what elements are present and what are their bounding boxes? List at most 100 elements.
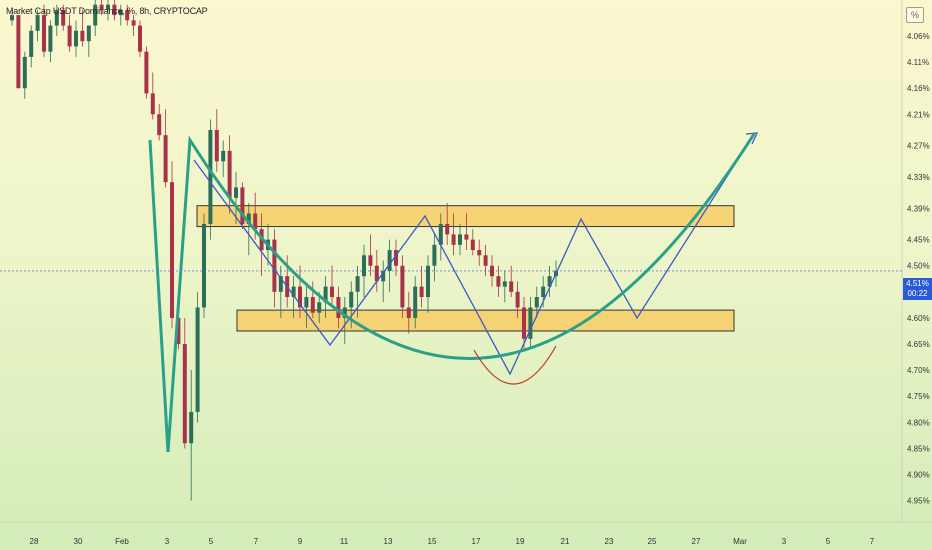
candle-body [374,265,379,282]
candle-body [22,56,27,89]
candle-body [125,9,130,21]
y-tick-label: 4.27% [907,142,930,151]
candle-body [490,265,494,277]
arrow-icon [745,132,759,145]
candle-body [522,307,526,339]
candle-body [419,286,424,298]
candle-body [150,93,155,115]
candle [157,103,162,141]
candle [163,109,168,188]
candle [528,297,533,350]
candle-body [291,286,296,298]
candle-body [342,307,347,318]
candle [362,244,366,298]
candle-body [118,9,123,16]
settings-button[interactable]: % [906,7,924,23]
candle-body [509,281,514,292]
candle [16,15,21,89]
candle-body [336,297,341,318]
x-tick-label: 28 [30,537,39,546]
candle [323,276,328,318]
candle [381,260,386,303]
candle-body [477,250,482,256]
candle [426,255,430,313]
candle [534,286,539,318]
candle-body [528,307,533,339]
candle-body [323,286,328,303]
candle-body [42,15,46,52]
candle-body [298,286,302,308]
candle [464,213,469,251]
candle [413,276,418,329]
candle [150,72,155,120]
candle [208,119,213,240]
candle [298,265,302,318]
y-tick-label: 4.45% [907,236,930,245]
candle-body [99,4,104,10]
candle-body [189,411,194,444]
candle [477,239,482,266]
candle-body [74,30,78,47]
candle-body [170,182,174,318]
candle [74,20,78,57]
candle-body [253,213,258,230]
current-price-label: 4.51% 00:22 [903,278,932,300]
candle [144,46,149,99]
candle-body [112,4,117,16]
y-tick-label: 4.90% [907,471,930,480]
y-tick-label: 4.70% [907,366,930,375]
candle-body [29,30,34,57]
y-tick-label: 4.39% [907,204,930,213]
candle [227,135,232,214]
candle [246,203,251,256]
candle [310,281,315,318]
candle [515,281,520,318]
candle-body [144,51,149,94]
candle [86,25,91,57]
candle [80,9,85,47]
candle [29,25,34,68]
y-tick-label: 4.85% [907,444,930,453]
candle-body [406,307,411,318]
candle [278,265,283,318]
candle-body [502,281,507,287]
candle-body [176,317,181,345]
candle-body [458,234,462,245]
candle-body [195,307,200,412]
y-tick-label: 4.06% [907,32,930,41]
candle [355,265,360,318]
candle-body [534,297,539,308]
candle [368,234,373,277]
candle-body [445,223,450,235]
candle-body [355,276,360,292]
candle-body [10,15,14,21]
candle-body [80,30,85,42]
y-tick-label: 4.21% [907,110,930,119]
candle-body [362,255,366,277]
candle [93,0,98,36]
candles-layer [10,0,558,501]
y-tick-label: 4.95% [907,497,930,506]
x-tick-label: 30 [74,537,83,546]
candle-body [61,9,66,26]
x-axis: 28 30 Feb 3 5 7 9 11 13 15 17 19 21 23 25 27 Mar 3 5 7 [30,537,875,546]
small-red-arc [473,345,557,385]
candle [432,234,437,282]
candle [106,0,110,21]
current-price-value: 4.51% [906,279,929,288]
candle-body [202,223,206,308]
candle [99,0,104,16]
x-tick-label: 7 [254,537,259,546]
candle-body [16,15,21,89]
projected-path-line [193,133,755,376]
candle [445,203,450,245]
candle-body [227,150,232,198]
y-axis: 4.06% 4.11% 4.16% 4.21% 4.27% 4.33% 4.39% 4.45%… [907,32,930,506]
y-tick-label: 4.65% [907,340,930,349]
candle [234,171,238,224]
x-tick-label: Mar [733,537,747,546]
candle [490,255,494,287]
x-tick-label: 25 [648,537,657,546]
candle [330,265,334,308]
candle [182,317,187,449]
